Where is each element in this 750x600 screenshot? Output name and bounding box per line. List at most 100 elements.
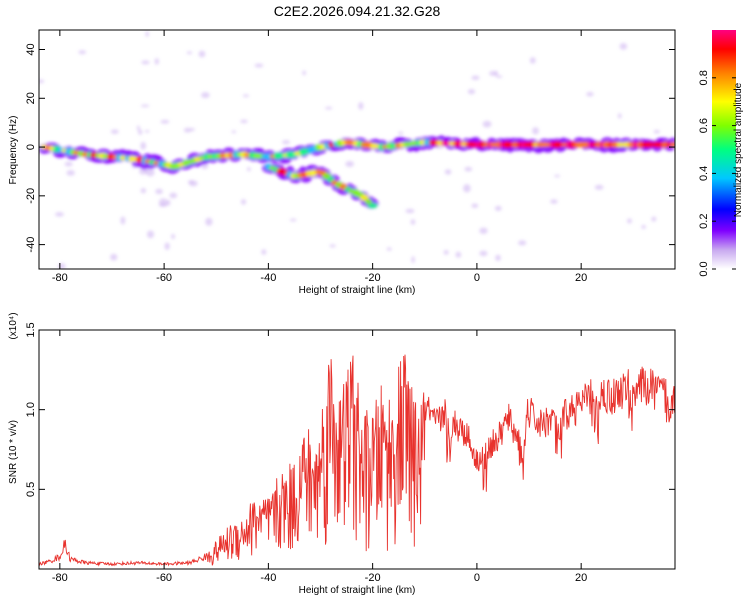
heatmap-xtick-label: -60 — [156, 272, 172, 284]
heatmap-faint-blob — [467, 88, 476, 95]
heatmap-faint-blob — [158, 198, 168, 207]
heatmap-faint-blob — [154, 58, 160, 65]
heatmap-faint-blob — [479, 250, 488, 257]
heatmap-faint-blob — [140, 104, 150, 108]
heatmap-faint-blob — [405, 208, 415, 214]
snr-ticks: -80 -60 -40 -20 0 20 0.5 1.0 1.5 — [25, 322, 675, 584]
heatmap-faint-blob — [302, 70, 306, 76]
heatmap-faint-blob — [120, 216, 126, 225]
heatmap-faint-blob — [386, 247, 392, 251]
snr-xtick-label: -60 — [156, 572, 172, 584]
heatmap-faint-blob — [398, 131, 404, 135]
heatmap-faint-blob — [325, 106, 333, 110]
heatmap-faint-blob — [594, 184, 604, 190]
heatmap-faint-blob — [494, 205, 502, 211]
heatmap-xlabel: Height of straight line (km) — [299, 285, 416, 296]
heatmap-xtick-label: 20 — [575, 272, 587, 284]
heatmap-faint-blob — [464, 166, 473, 172]
heatmap-faint-blob — [66, 170, 75, 176]
heatmap-ridge-core — [478, 141, 486, 148]
snr-scale-label: (x10⁴) — [8, 312, 19, 339]
heatmap-faint-blob — [240, 199, 247, 205]
colorbar — [712, 30, 736, 269]
heatmap-faint-blob — [141, 60, 150, 65]
heatmap-faint-blob — [160, 119, 170, 124]
heatmap-faint-blob — [55, 212, 64, 217]
colorbar-tick-label: 0.6 — [698, 118, 710, 133]
heatmap-faint-blob — [471, 203, 479, 209]
snr-ytick-label: 1.0 — [25, 402, 37, 417]
heatmap-faint-blob — [619, 42, 628, 50]
heatmap-faint-blob — [147, 230, 155, 239]
heatmap-faint-blob — [171, 233, 175, 240]
heatmap-faint-blob — [358, 102, 364, 110]
heatmap-faint-blob — [261, 249, 267, 255]
colorbar-tick-label: 0.0 — [698, 261, 710, 276]
heatmap-faint-blob — [58, 263, 66, 269]
heatmap-faint-blob — [443, 249, 449, 255]
heatmap-faint-blob — [205, 217, 213, 226]
heatmap-faint-blob — [641, 224, 646, 230]
figure-title: C2E2.2026.094.21.32.G28 — [274, 3, 441, 19]
heatmap-ridge-core — [670, 141, 675, 148]
heatmap-faint-blob — [146, 168, 155, 177]
heatmap-faint-blob — [64, 161, 73, 167]
heatmap-faint-blob — [169, 192, 178, 199]
snr-xtick-label: 20 — [575, 572, 587, 584]
colorbar-tick-label: 0.2 — [698, 214, 710, 229]
heatmap-ytick-label: 40 — [25, 43, 37, 55]
heatmap-ridge-core — [364, 198, 373, 205]
colorbar-ticks: 0.0 0.2 0.4 0.6 0.8 — [698, 70, 736, 277]
heatmap-faint-blob — [651, 216, 657, 222]
heatmap-faint-blob — [144, 129, 150, 133]
heatmap-faint-blob — [463, 184, 471, 193]
snr-series-line — [39, 354, 675, 568]
snr-xtick-label: -80 — [52, 572, 68, 584]
heatmap-faint-blob — [186, 51, 193, 55]
heatmap-faint-blob — [289, 218, 297, 222]
heatmap-faint-blob — [518, 240, 527, 246]
heatmap-ytick-label: 20 — [25, 92, 37, 104]
heatmap-ytick-label: 0 — [25, 144, 37, 150]
heatmap-faint-blob — [529, 57, 536, 64]
heatmap-ridge-core — [367, 203, 378, 209]
heatmap-faint-blob — [410, 219, 416, 225]
colorbar-tick-label: 0.8 — [698, 70, 710, 85]
heatmap-faint-blob — [247, 167, 251, 172]
heatmap-faint-blob — [329, 244, 336, 248]
heatmap-faint-blob — [489, 71, 498, 76]
heatmap-faint-blob — [482, 120, 492, 128]
snr-frame — [38, 329, 676, 570]
heatmap-faint-blob — [198, 50, 206, 58]
heatmap-faint-blob — [444, 169, 452, 175]
heatmap-faint-blob — [164, 242, 170, 251]
heatmap-faint-blob — [240, 119, 248, 124]
heatmap-faint-blob — [136, 125, 140, 131]
heatmap-faint-blob — [554, 174, 561, 178]
heatmap-faint-blob — [140, 187, 147, 194]
snr-ylabel: SNR (10 * v/v) — [8, 420, 19, 484]
heatmap-xtick-label: -80 — [52, 272, 68, 284]
snr-xtick-label: 0 — [474, 572, 480, 584]
heatmap-faint-blob — [145, 31, 149, 37]
heatmap-faint-blob — [140, 141, 146, 150]
heatmap-frame — [38, 29, 676, 270]
snr-xtick-label: -20 — [365, 572, 381, 584]
heatmap-ylabel: Frequency (Hz) — [8, 116, 19, 185]
heatmap-faint-blob — [254, 63, 264, 68]
heatmap-faint-blob — [231, 130, 237, 134]
heatmap-ytick-label: -40 — [25, 237, 37, 253]
spectrogram-heatmap — [39, 31, 675, 269]
heatmap-faint-blob — [138, 129, 143, 135]
heatmap-faint-blob — [495, 75, 503, 78]
heatmap-faint-blob — [471, 75, 480, 80]
heatmap-faint-blob — [110, 129, 119, 134]
heatmap-faint-blob — [201, 92, 210, 99]
heatmap-faint-blob — [411, 256, 415, 264]
heatmap-faint-blob — [627, 218, 632, 224]
heatmap-faint-blob — [39, 79, 45, 84]
heatmap-ridge-core — [359, 194, 369, 202]
heatmap-faint-blob — [532, 127, 539, 135]
